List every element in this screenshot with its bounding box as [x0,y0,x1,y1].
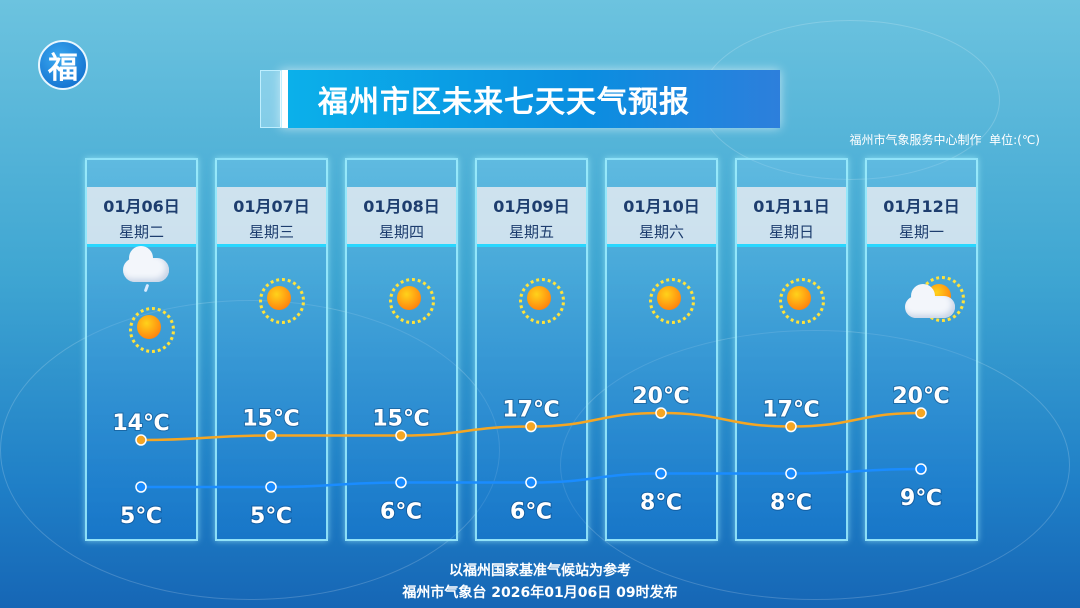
date-label: 01月12日 [883,197,960,216]
high-temp-point [265,429,277,442]
low-temp-label: 6℃ [510,500,552,525]
date-label: 01月08日 [363,197,440,216]
sun-icon [779,278,825,324]
page-title: 福州市区未来七天天气预报 [260,70,780,128]
day-column: 01月06日 星期二 [85,158,198,541]
date-label: 01月09日 [493,197,570,216]
weekday-label: 星期六 [638,223,684,241]
date-label: 01月07日 [233,197,310,216]
low-temp-label: 8℃ [640,491,682,516]
low-temp-point [135,481,147,493]
sun-icon [519,278,565,324]
date-label: 01月11日 [753,197,830,216]
low-temp-point [785,467,797,480]
low-temp-label: 5℃ [120,504,162,529]
sun-icon [389,278,435,324]
low-temp-point [525,476,537,489]
low-temp-label: 9℃ [900,486,942,511]
footer-reference: 以福州国家基准气候站为参考 [449,563,631,579]
footer-issued: 福州市气象台 2026年01月06日 09时发布 [402,585,678,601]
title-decoration [260,70,282,128]
background-contour [0,300,500,600]
high-temp-point [395,429,407,442]
date-label: 01月10日 [623,197,700,216]
low-temp-label: 6℃ [380,500,422,525]
low-temp-point [915,463,927,475]
unit-text: 单位:(℃) [989,133,1040,147]
sun-icon [259,278,305,324]
weekday-label: 星期三 [248,223,294,241]
title-text: 福州市区未来七天天气预报 [318,85,690,120]
high-temp-point [655,407,667,419]
high-temp-label: 15℃ [242,407,299,432]
day-header: 01月06日 星期二 [87,187,196,247]
day-column: 01月12日 星期一 [865,158,978,541]
high-temp-label: 14℃ [112,411,169,436]
high-temp-point [785,420,797,433]
high-temp-label: 15℃ [372,407,429,432]
day-header: 01月08日 星期四 [347,187,456,247]
day-header: 01月12日 星期一 [867,187,976,247]
high-temp-label: 17℃ [762,398,819,423]
date-label: 01月06日 [103,197,180,216]
low-temp-label: 5℃ [250,504,292,529]
day-header: 01月07日 星期三 [217,187,326,247]
credit: 福州市气象服务中心制作 单位:(℃) [849,131,1040,148]
weekday-label: 星期一 [898,223,944,241]
weekday-label: 星期四 [378,223,424,241]
background-contour [560,330,1070,600]
low-temp-point [395,476,407,489]
high-temp-point [135,434,147,446]
sun-icon [129,307,175,353]
high-temp-label: 17℃ [502,398,559,423]
high-temp-label: 20℃ [892,384,949,409]
low-temp-label: 8℃ [770,491,812,516]
high-temp-point [525,420,537,433]
low-temp-point [265,481,277,493]
day-header: 01月10日 星期六 [607,187,716,247]
day-header: 01月11日 星期日 [737,187,846,247]
credit-text: 福州市气象服务中心制作 [849,133,982,147]
high-temp-label: 20℃ [632,384,689,409]
day-column: 01月07日 星期三 [215,158,328,541]
weekday-label: 星期二 [118,223,164,241]
weekday-label: 星期日 [768,223,814,241]
day-header: 01月09日 星期五 [477,187,586,247]
day-column: 01月08日 星期四 [345,158,458,541]
low-temp-point [655,467,667,480]
sun-icon [649,278,695,324]
high-temp-point [915,407,927,419]
weekday-label: 星期五 [508,223,554,241]
logo: 福 [38,40,88,90]
